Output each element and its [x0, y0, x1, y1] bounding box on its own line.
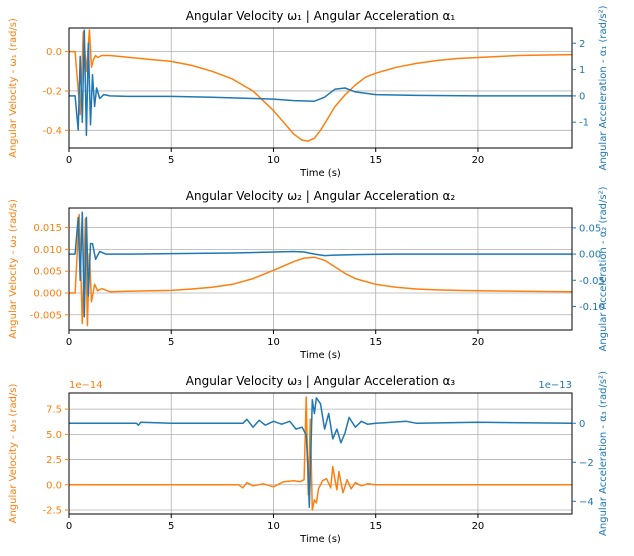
chart-title: Angular Velocity ω₃ | Angular Accelerati…	[186, 374, 456, 388]
y-right-tick-label: 2	[579, 39, 585, 50]
y-right-tick-label: −2	[579, 458, 594, 469]
y-right-tick-label: -0.05	[579, 276, 605, 287]
x-tick-label: 5	[168, 155, 174, 166]
chart-title: Angular Velocity ω₁ | Angular Accelerati…	[186, 9, 456, 23]
y-left-tick-label: 0.015	[33, 223, 62, 234]
x-tick-label: 15	[369, 155, 382, 166]
x-tick-label: 20	[472, 337, 485, 348]
omega-series-line	[69, 396, 572, 511]
plot-frame	[68, 27, 573, 149]
y-right-tick-label: 0	[579, 419, 585, 430]
x-tick-label: 20	[472, 155, 485, 166]
x-axis-label: Time (s)	[299, 168, 341, 179]
y-left-axis-label: Angular Velocity - ω₃ (rad/s)	[8, 384, 19, 524]
x-tick-label: 5	[168, 337, 174, 348]
y-right-axis-label: Angular Acceleration - α₃ (rad/s²)	[598, 371, 609, 536]
alpha-series-line	[69, 29, 572, 137]
plot-frame	[68, 392, 573, 515]
y-left-tick-label: 0.010	[33, 245, 62, 256]
chart-panel-3: 0 5 10 15 20 7.5 5.0 2.5 0.0 -2.5 0 −2 −4 1e−14 1e−13 A…	[8, 371, 609, 545]
y-right-tick-label: 0.05	[579, 223, 601, 234]
y-right-tick-label: -0.10	[579, 302, 605, 313]
y-left-tick-label: 5.0	[46, 430, 62, 441]
y-left-axis-label: Angular Velocity - ω₂ (rad/s)	[8, 199, 19, 339]
chart-title: Angular Velocity ω₂ | Angular Accelerati…	[186, 189, 456, 203]
y-right-axis-label: Angular Acceleration - α₂ (rad/s²)	[598, 186, 609, 351]
x-tick-label: 0	[66, 155, 72, 166]
x-tick-label: 10	[267, 521, 280, 532]
x-tick-label: 15	[369, 521, 382, 532]
y-left-tick-label: -0.4	[42, 126, 62, 137]
y-right-tick-label: -1	[579, 118, 589, 129]
y-left-tick-label: -2.5	[42, 505, 62, 516]
y-left-tick-label: 0.0	[46, 480, 62, 491]
x-axis-label: Time (s)	[299, 350, 341, 361]
x-tick-label: 10	[267, 155, 280, 166]
x-tick-label: 5	[168, 521, 174, 532]
y-left-tick-label: -0.005	[30, 310, 62, 321]
x-tick-label: 20	[472, 521, 485, 532]
x-axis-label: Time (s)	[299, 534, 341, 545]
omega-series-line	[69, 29, 573, 142]
y-left-tick-label: 0.005	[33, 267, 62, 278]
y-left-tick-label: -0.2	[42, 86, 62, 97]
alpha-series-line	[69, 397, 573, 508]
x-tick-label: 0	[66, 521, 72, 532]
y-left-offset-label: 1e−14	[69, 380, 103, 391]
chart-panel-2: 0 5 10 15 20 0.015 0.010 0.005 0.000 -0.005 0.05 0.…	[8, 186, 609, 361]
y-left-tick-label: 0.0	[46, 47, 62, 58]
y-right-tick-label: 0.00	[579, 250, 601, 261]
y-right-axis-label: Angular Acceleration - α₁ (rad/s²)	[598, 5, 609, 170]
alpha-series-line	[69, 211, 572, 318]
y-right-offset-label: 1e−13	[538, 380, 572, 391]
y-left-axis-label: Angular Velocity - ω₁ (rad/s)	[8, 18, 19, 158]
y-right-tick-label: −4	[579, 497, 594, 508]
y-left-tick-label: 7.5	[46, 405, 62, 416]
omega-series-line	[69, 213, 573, 327]
plot-frame	[68, 207, 573, 331]
x-tick-label: 10	[267, 337, 280, 348]
y-left-tick-label: 0.000	[33, 288, 62, 299]
x-tick-label: 15	[369, 337, 382, 348]
y-left-tick-label: 2.5	[46, 455, 62, 466]
y-right-tick-label: 0	[579, 91, 585, 102]
y-right-tick-label: 1	[579, 65, 585, 76]
x-tick-label: 0	[66, 337, 72, 348]
